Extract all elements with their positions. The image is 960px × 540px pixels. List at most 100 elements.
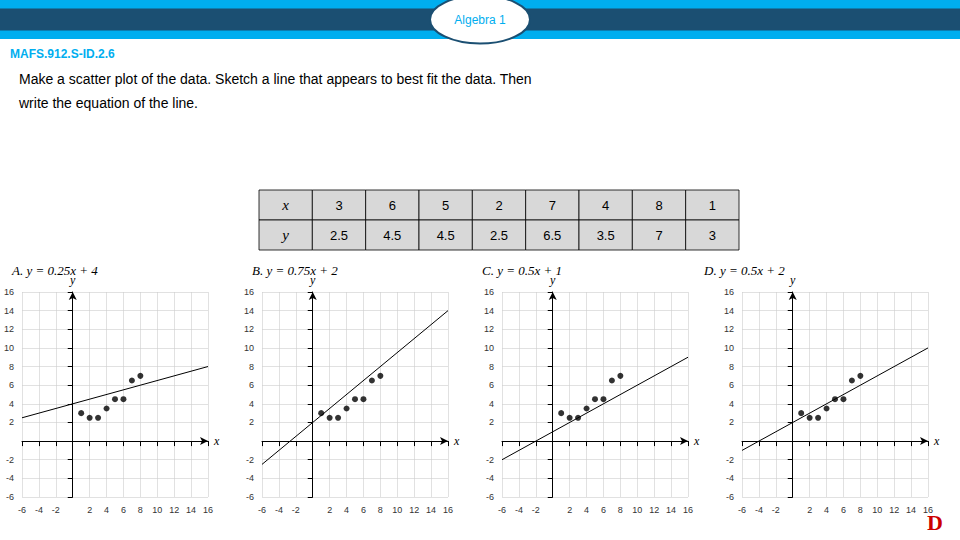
svg-text:4.5: 4.5: [383, 228, 401, 243]
svg-text:8: 8: [9, 362, 14, 372]
svg-text:x: x: [453, 434, 460, 448]
svg-text:4: 4: [729, 399, 734, 409]
svg-text:4: 4: [104, 505, 109, 515]
svg-text:x: x: [693, 434, 700, 448]
svg-text:6: 6: [841, 505, 846, 515]
svg-text:3.5: 3.5: [597, 228, 615, 243]
svg-text:2: 2: [495, 198, 502, 213]
svg-text:10: 10: [392, 505, 402, 515]
svg-text:3: 3: [335, 198, 342, 213]
svg-text:-6: -6: [6, 492, 14, 502]
svg-text:-2: -2: [726, 455, 734, 465]
svg-text:y: y: [280, 227, 289, 243]
svg-text:6: 6: [121, 505, 126, 515]
svg-text:2: 2: [249, 417, 254, 427]
svg-text:D. y = 0.5x + 2: D. y = 0.5x + 2: [703, 263, 785, 278]
svg-text:16: 16: [443, 505, 453, 515]
svg-text:10: 10: [872, 505, 882, 515]
svg-text:12: 12: [889, 505, 899, 515]
svg-text:-6: -6: [498, 505, 506, 515]
svg-text:12: 12: [649, 505, 659, 515]
svg-text:4.5: 4.5: [437, 228, 455, 243]
svg-text:4: 4: [249, 399, 254, 409]
svg-text:14: 14: [4, 306, 14, 316]
svg-text:10: 10: [152, 505, 162, 515]
svg-text:10: 10: [4, 343, 14, 353]
svg-text:B. y = 0.75x + 2: B. y = 0.75x + 2: [252, 263, 338, 278]
svg-text:-6: -6: [726, 492, 734, 502]
svg-text:2: 2: [489, 417, 494, 427]
svg-text:2.5: 2.5: [330, 228, 348, 243]
svg-text:6: 6: [361, 505, 366, 515]
svg-text:16: 16: [203, 505, 213, 515]
svg-text:10: 10: [484, 343, 494, 353]
svg-text:8: 8: [858, 505, 863, 515]
svg-text:1: 1: [709, 198, 716, 213]
svg-text:12: 12: [724, 324, 734, 334]
svg-text:4: 4: [584, 505, 589, 515]
svg-text:2.5: 2.5: [490, 228, 508, 243]
svg-text:-4: -4: [726, 473, 734, 483]
svg-text:-6: -6: [246, 492, 254, 502]
svg-text:D: D: [927, 510, 943, 535]
svg-text:6: 6: [9, 380, 14, 390]
svg-text:16: 16: [484, 287, 494, 297]
svg-text:C. y = 0.5x + 1: C. y = 0.5x + 1: [482, 263, 562, 278]
svg-text:Make a scatter plot of the dat: Make a scatter plot of the data. Sketch …: [19, 71, 532, 87]
svg-text:-4: -4: [755, 505, 763, 515]
svg-text:5: 5: [442, 198, 449, 213]
svg-text:8: 8: [138, 505, 143, 515]
svg-text:-6: -6: [486, 492, 494, 502]
svg-text:8: 8: [249, 362, 254, 372]
svg-text:2: 2: [87, 505, 92, 515]
svg-text:14: 14: [426, 505, 436, 515]
svg-text:6: 6: [729, 380, 734, 390]
svg-text:4: 4: [824, 505, 829, 515]
svg-text:-2: -2: [246, 455, 254, 465]
svg-text:6: 6: [249, 380, 254, 390]
svg-text:16: 16: [244, 287, 254, 297]
svg-text:6: 6: [389, 198, 396, 213]
svg-text:4: 4: [344, 505, 349, 515]
svg-text:4: 4: [602, 198, 609, 213]
svg-text:x: x: [281, 197, 289, 213]
svg-text:8: 8: [729, 362, 734, 372]
svg-text:2: 2: [327, 505, 332, 515]
svg-text:-2: -2: [532, 505, 540, 515]
svg-text:-2: -2: [52, 505, 60, 515]
svg-text:14: 14: [666, 505, 676, 515]
svg-text:2: 2: [729, 417, 734, 427]
svg-text:write the equation of the line: write the equation of the line.: [18, 95, 198, 111]
svg-text:10: 10: [244, 343, 254, 353]
svg-text:14: 14: [244, 306, 254, 316]
svg-text:8: 8: [655, 198, 662, 213]
svg-text:14: 14: [484, 306, 494, 316]
svg-text:6: 6: [601, 505, 606, 515]
svg-text:8: 8: [489, 362, 494, 372]
svg-text:-6: -6: [738, 505, 746, 515]
svg-text:-6: -6: [18, 505, 26, 515]
svg-text:-2: -2: [6, 455, 14, 465]
svg-text:8: 8: [618, 505, 623, 515]
svg-text:6.5: 6.5: [543, 228, 561, 243]
svg-text:Algebra 1: Algebra 1: [454, 13, 506, 27]
svg-text:4: 4: [9, 399, 14, 409]
svg-text:12: 12: [484, 324, 494, 334]
svg-text:12: 12: [244, 324, 254, 334]
svg-text:-4: -4: [246, 473, 254, 483]
svg-text:8: 8: [378, 505, 383, 515]
svg-text:-4: -4: [486, 473, 494, 483]
svg-text:-2: -2: [486, 455, 494, 465]
svg-text:12: 12: [169, 505, 179, 515]
svg-text:-4: -4: [515, 505, 523, 515]
svg-text:16: 16: [4, 287, 14, 297]
svg-text:2: 2: [9, 417, 14, 427]
svg-text:14: 14: [186, 505, 196, 515]
svg-text:7: 7: [549, 198, 556, 213]
svg-text:-2: -2: [772, 505, 780, 515]
svg-text:3: 3: [709, 228, 716, 243]
svg-text:-2: -2: [292, 505, 300, 515]
svg-text:-6: -6: [258, 505, 266, 515]
svg-text:-4: -4: [6, 473, 14, 483]
svg-text:12: 12: [409, 505, 419, 515]
